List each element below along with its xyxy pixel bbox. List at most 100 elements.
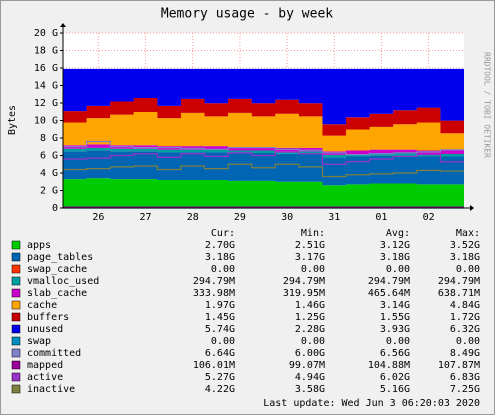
- legend-stat: 0.00: [211, 336, 235, 347]
- legend-swatch: [11, 324, 21, 334]
- legend-label: vmalloc_used: [27, 276, 99, 287]
- legend-stat: 294.79M: [438, 276, 480, 287]
- axes: 0 2 G 4 G 6 G 8 G 10 G 12 G 14 G 16 G 18 G 20 G 26 2…: [34, 23, 474, 223]
- legend-stat: 5.27G: [205, 372, 235, 383]
- legend-stat: 0.00: [301, 264, 325, 275]
- legend-stat: 1.55G: [380, 312, 410, 323]
- line: [63, 151, 464, 165]
- legend-stat: 638.71M: [438, 288, 480, 299]
- y-tick-label: 0: [52, 203, 58, 214]
- legend-swatch: [11, 264, 21, 274]
- legend: Cur: Min: Avg: Max: apps 2.70G 2.51G 3.12G 3.52G…: [11, 228, 480, 395]
- legend-stat: 6.02G: [380, 372, 410, 383]
- legend-stat: 3.18G: [380, 252, 410, 263]
- area: [63, 98, 464, 136]
- x-tick-label: 27: [140, 212, 152, 223]
- legend-stat: 294.79M: [368, 276, 410, 287]
- legend-swatch: [11, 372, 21, 382]
- y-tick-label: 4 G: [40, 168, 58, 179]
- y-tick-label: 2 G: [40, 186, 58, 197]
- legend-stat: 3.93G: [380, 324, 410, 335]
- line: [63, 140, 464, 156]
- legend-label: slab_cache: [27, 288, 87, 299]
- legend-stat: 6.32G: [450, 324, 480, 335]
- legend-label: page_tables: [27, 252, 93, 263]
- legend-stat: 5.16G: [380, 384, 410, 395]
- area: [63, 68, 464, 125]
- legend-label: inactive: [27, 384, 75, 395]
- legend-swatch: [11, 336, 21, 346]
- x-axis-arrow: [470, 205, 474, 211]
- legend-header: Cur:: [211, 228, 235, 239]
- legend-label: cache: [27, 300, 57, 311]
- legend-swatch: [11, 300, 21, 310]
- marks: [63, 68, 464, 209]
- area: [63, 112, 464, 152]
- y-axis-label: Bytes: [7, 105, 18, 135]
- y-tick-label: 16 G: [34, 63, 58, 74]
- legend-stat: 333.98M: [193, 288, 235, 299]
- legend-swatch: [11, 288, 21, 298]
- legend-stat: 8.49G: [450, 348, 480, 359]
- legend-stat: 6.56G: [380, 348, 410, 359]
- legend-swatch: [11, 312, 21, 322]
- legend-stat: 3.58G: [295, 384, 325, 395]
- legend-stat: 6.00G: [295, 348, 325, 359]
- legend-swatch: [11, 252, 21, 262]
- legend-stat: 3.14G: [380, 300, 410, 311]
- legend-swatch: [11, 360, 21, 370]
- legend-stat: 6.83G: [450, 372, 480, 383]
- legend-header: Min:: [301, 228, 325, 239]
- chart-title: Memory usage - by week: [161, 7, 333, 22]
- legend-stat: 0.00: [386, 264, 410, 275]
- legend-stat: 294.79M: [193, 276, 235, 287]
- legend-stat: 0.00: [211, 264, 235, 275]
- legend-label: mapped: [27, 360, 63, 371]
- legend-stat: 4.94G: [295, 372, 325, 383]
- legend-label: active: [27, 372, 63, 383]
- legend-stat: 3.18G: [205, 252, 235, 263]
- legend-label: swap_cache: [27, 264, 87, 275]
- legend-stat: 1.97G: [205, 300, 235, 311]
- area: [63, 144, 464, 155]
- legend-stat: 3.17G: [295, 252, 325, 263]
- legend-stat: 0.00: [456, 264, 480, 275]
- line: [63, 163, 464, 178]
- y-axis-arrow: [60, 23, 66, 27]
- legend-label: buffers: [27, 312, 69, 323]
- legend-label: committed: [27, 348, 81, 359]
- x-tick-label: 01: [375, 212, 387, 223]
- legend-stat: 1.45G: [205, 312, 235, 323]
- y-tick-label: 10 G: [34, 116, 58, 127]
- legend-swatch: [11, 384, 21, 394]
- legend-header: Avg:: [386, 228, 410, 239]
- legend-stat: 3.52G: [450, 240, 480, 251]
- legend-label: unused: [27, 324, 63, 335]
- x-tick-label: 30: [281, 212, 293, 223]
- x-tick-label: 28: [187, 212, 199, 223]
- legend-stat: 2.51G: [295, 240, 325, 251]
- legend-stat: 319.95M: [283, 288, 325, 299]
- side-text: RRDTOOL / TOBI OETIKER: [483, 52, 492, 158]
- legend-stat: 465.64M: [368, 288, 410, 299]
- legend-stat: 99.07M: [289, 360, 325, 371]
- legend-header: Max:: [456, 228, 480, 239]
- legend-swatch: [11, 348, 21, 358]
- legend-stat: 7.25G: [450, 384, 480, 395]
- legend-stat: 1.72G: [450, 312, 480, 323]
- legend-stat: 1.25G: [295, 312, 325, 323]
- area: [63, 178, 464, 208]
- legend-stat: 1.46G: [295, 300, 325, 311]
- legend-stat: 294.79M: [283, 276, 325, 287]
- legend-label: apps: [27, 240, 51, 251]
- legend-stat: 106.01M: [193, 360, 235, 371]
- x-tick-label: 26: [92, 212, 104, 223]
- legend-stat: 0.00: [386, 336, 410, 347]
- legend-stat: 4.84G: [450, 300, 480, 311]
- y-tick-label: 14 G: [34, 81, 58, 92]
- legend-stat: 0.00: [456, 336, 480, 347]
- last-update: Last update: Wed Jun 3 06:20:03 2020: [263, 398, 480, 409]
- legend-stat: 104.88M: [368, 360, 410, 371]
- legend-label: swap: [27, 336, 51, 347]
